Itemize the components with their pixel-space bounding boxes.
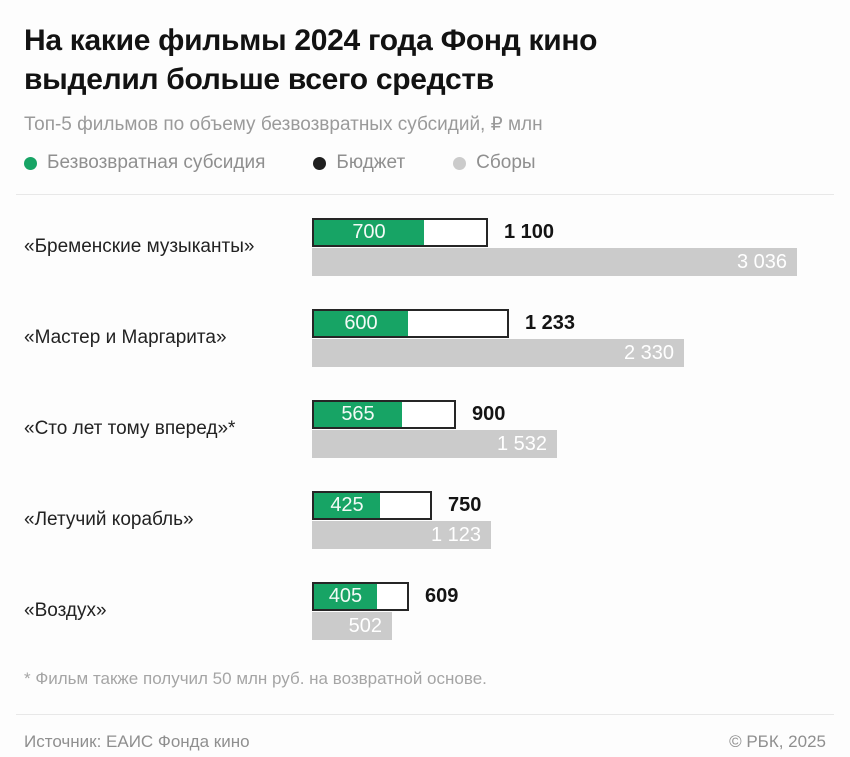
subsidy-value-label: 700 <box>352 221 386 243</box>
budget-bar: 700 <box>312 218 488 247</box>
subsidy-bar: 700 <box>314 220 424 245</box>
box-office-value-label: 502 <box>348 614 382 637</box>
budget-bar: 565 <box>312 400 456 429</box>
top-divider <box>16 194 834 195</box>
chart-footer: Источник: ЕАИС Фонда кино © РБК, 2025 <box>24 732 826 752</box>
subsidy-value-label: 425 <box>330 494 364 516</box>
budget-value-label: 609 <box>425 585 459 607</box>
film-label: «Бременские музыканты» <box>24 236 255 257</box>
subsidy-value-label: 565 <box>341 403 375 425</box>
box-office-bar: 1 123 <box>312 521 491 549</box>
legend-label-budget: Бюджет <box>336 152 406 173</box>
row-bars: 425 750 1 123 <box>312 491 850 549</box>
bottom-divider <box>16 714 834 715</box>
subsidy-bar: 600 <box>314 311 408 336</box>
chart-row: «Мастер и Маргарита» 600 1 233 2 330 <box>0 309 850 367</box>
legend-dot-budget-icon <box>313 156 327 170</box>
legend-dot-box-office-icon <box>453 156 467 170</box>
film-label: «Мастер и Маргарита» <box>24 327 227 348</box>
copyright-label: © РБК, 2025 <box>729 732 826 751</box>
legend-item-budget: Бюджет <box>313 152 405 174</box>
budget-value-label: 1 233 <box>525 312 576 334</box>
budget-line: 600 1 233 <box>312 309 850 338</box>
chart-row: «Бременские музыканты» 700 1 100 3 036 <box>0 218 850 276</box>
chart-row: «Воздух» 405 609 502 <box>0 582 850 640</box>
subsidy-value-label: 600 <box>344 312 378 334</box>
film-label: «Воздух» <box>24 600 107 621</box>
budget-line: 565 900 <box>312 400 850 429</box>
box-office-bar: 502 <box>312 612 392 640</box>
page-title-line1: На какие фильмы 2024 года Фонд кино <box>24 24 598 57</box>
box-office-bar: 1 532 <box>312 430 557 458</box>
budget-value-label: 1 100 <box>504 221 555 243</box>
row-bars: 565 900 1 532 <box>312 400 850 458</box>
box-office-bar: 2 330 <box>312 339 684 367</box>
box-office-value-label: 3 036 <box>736 250 787 273</box>
film-label: «Летучий корабль» <box>24 509 194 530</box>
subsidy-bar: 405 <box>314 584 377 609</box>
row-bars: 405 609 502 <box>312 582 850 640</box>
chart-legend: Безвозвратная субсидия Бюджет Сборы <box>24 152 826 174</box>
box-office-value-label: 2 330 <box>623 341 674 364</box>
source-label: Источник: ЕАИС Фонда кино <box>24 732 250 751</box>
budget-bar: 405 <box>312 582 409 611</box>
legend-label-box-office: Сборы <box>476 152 536 173</box>
film-label: «Сто лет тому вперед»* <box>24 418 236 439</box>
legend-item-subsidy: Безвозвратная субсидия <box>24 152 265 174</box>
subsidy-value-label: 405 <box>328 585 363 607</box>
legend-dot-subsidy-icon <box>24 156 37 170</box>
row-bars: 700 1 100 3 036 <box>312 218 850 276</box>
budget-bar: 425 <box>312 491 432 520</box>
chart-row: «Летучий корабль» 425 750 1 123 <box>0 491 850 549</box>
budget-bar: 600 <box>312 309 509 338</box>
budget-value-label: 750 <box>448 494 482 516</box>
box-office-value-label: 1 123 <box>430 523 481 546</box>
subsidy-bar: 425 <box>314 493 380 518</box>
chart-subtitle: Топ-5 фильмов по объему безвозвратных су… <box>24 114 543 135</box>
legend-label-subsidy: Безвозвратная субсидия <box>47 152 266 173</box>
box-office-bar: 3 036 <box>312 248 797 276</box>
budget-value-label: 900 <box>472 403 506 425</box>
page-title: На какие фильмы 2024 года Фонд кино выде… <box>0 0 850 99</box>
budget-line: 425 750 <box>312 491 850 520</box>
chart-row: «Сто лет тому вперед»* 565 900 1 532 <box>0 400 850 458</box>
bar-chart: «Бременские музыканты» 700 1 100 3 036 «… <box>0 218 850 640</box>
legend-item-box-office: Сборы <box>453 152 536 174</box>
page-title-line2: выделил больше всего средств <box>24 63 494 96</box>
budget-line: 405 609 <box>312 582 850 611</box>
subsidy-bar: 565 <box>314 402 402 427</box>
box-office-value-label: 1 532 <box>496 432 547 455</box>
row-bars: 600 1 233 2 330 <box>312 309 850 367</box>
budget-line: 700 1 100 <box>312 218 850 247</box>
chart-footnote: * Фильм также получил 50 млн руб. на воз… <box>24 669 487 688</box>
